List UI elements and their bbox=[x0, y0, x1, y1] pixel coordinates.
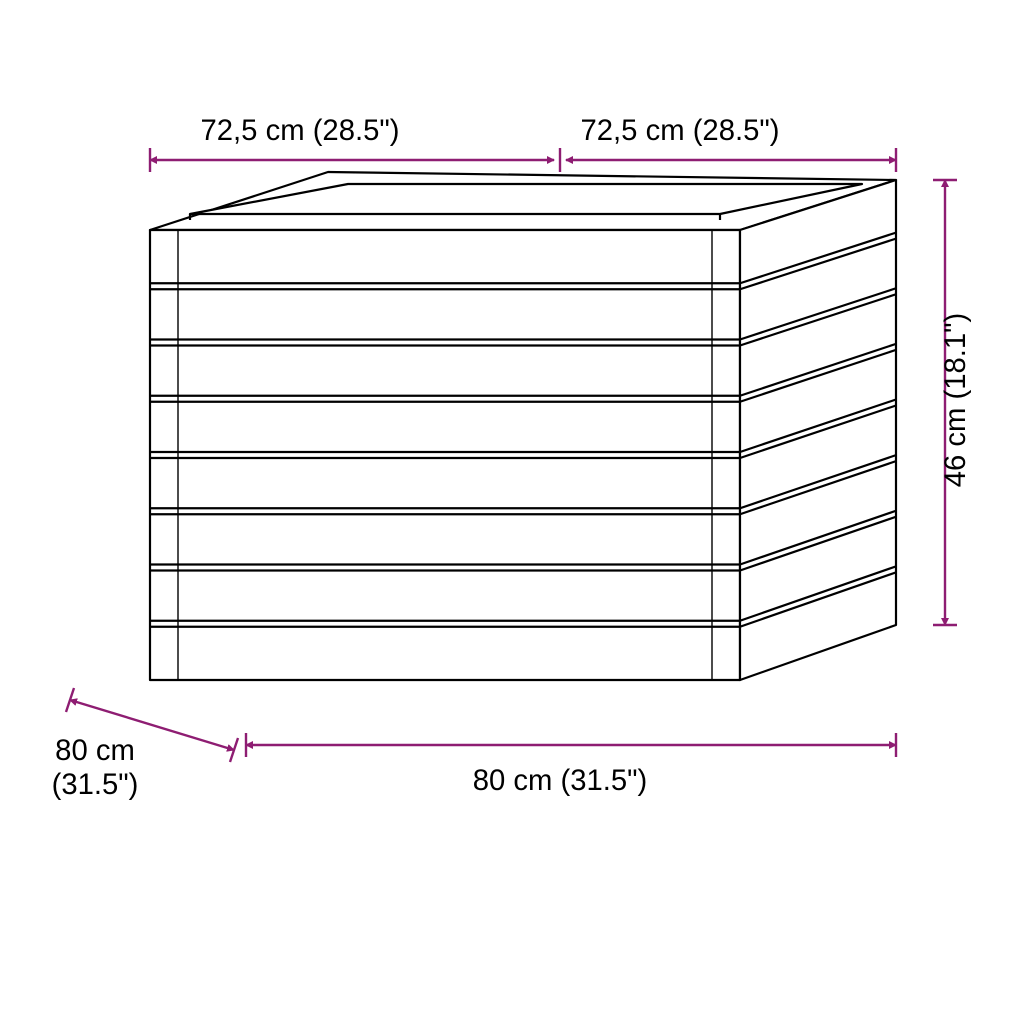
dim-top-right: 72,5 cm (28.5") bbox=[581, 115, 780, 147]
dim-height: 46 cm (18.1") bbox=[940, 313, 972, 488]
planter-drawing bbox=[150, 172, 896, 680]
dim-depth-l1: 80 cm bbox=[55, 735, 135, 767]
dim-depth-l2: (31.5") bbox=[52, 769, 139, 801]
dim-front: 80 cm (31.5") bbox=[473, 765, 648, 797]
dim-top-left: 72,5 cm (28.5") bbox=[201, 115, 400, 147]
